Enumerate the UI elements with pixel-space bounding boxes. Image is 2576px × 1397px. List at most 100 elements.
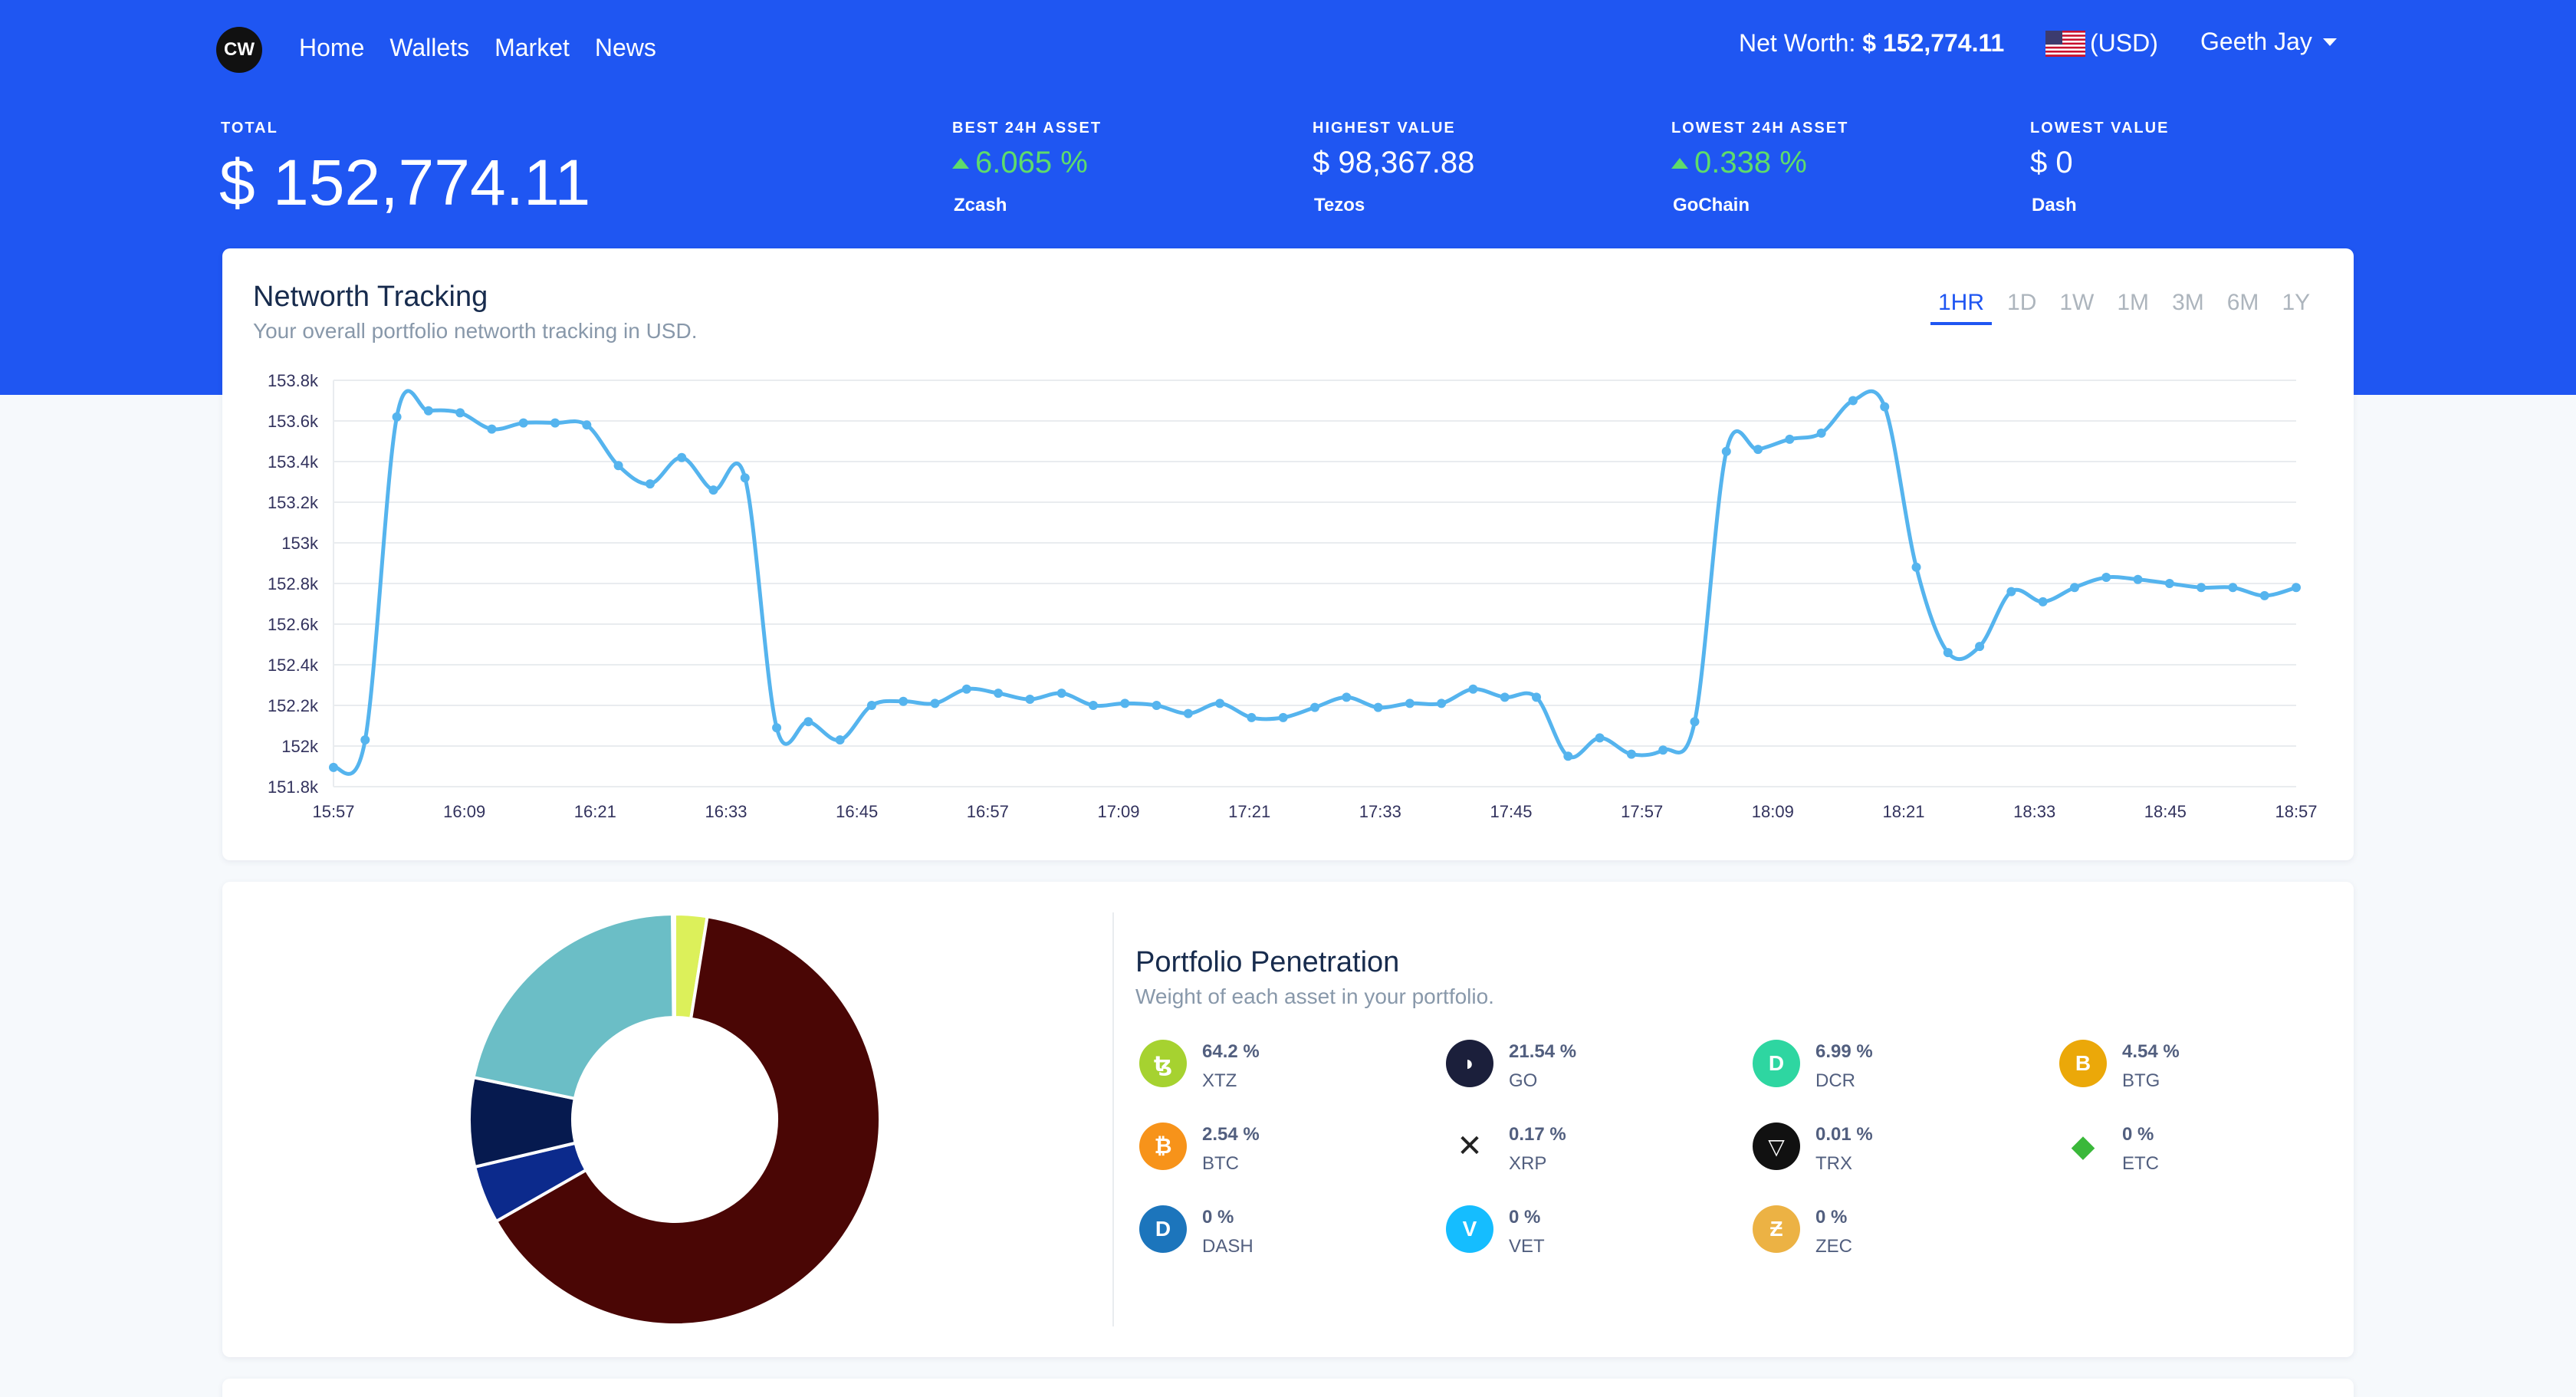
nav-wallets[interactable]: Wallets: [389, 34, 470, 61]
data-point[interactable]: [1975, 642, 1985, 652]
data-point[interactable]: [2069, 583, 2079, 593]
data-point[interactable]: [1563, 751, 1573, 761]
data-point[interactable]: [835, 735, 845, 745]
data-point[interactable]: [613, 461, 623, 471]
data-point[interactable]: [2006, 587, 2016, 597]
data-point[interactable]: [1437, 698, 1447, 708]
data-point[interactable]: [455, 408, 465, 418]
arrow-up-icon: [1671, 157, 1688, 169]
tab-1w[interactable]: 1W: [2059, 290, 2095, 315]
data-point[interactable]: [930, 698, 940, 708]
data-point[interactable]: [518, 418, 528, 428]
asset-item-btg[interactable]: B 4.54 % BTG: [2059, 1040, 2366, 1109]
y-tick-label: 151.8k: [268, 777, 319, 797]
data-point[interactable]: [2101, 573, 2111, 583]
data-point[interactable]: [1342, 692, 1352, 702]
tab-3m[interactable]: 3M: [2172, 290, 2204, 315]
asset-item-trx[interactable]: ▽ 0.01 % TRX: [1753, 1123, 2059, 1192]
tab-6m[interactable]: 6M: [2226, 290, 2259, 315]
asset-item-go[interactable]: ◗ 21.54 % GO: [1446, 1040, 1753, 1109]
data-point[interactable]: [1056, 689, 1066, 698]
data-point[interactable]: [1405, 698, 1414, 708]
data-point[interactable]: [961, 684, 971, 694]
asset-item-xrp[interactable]: ✕ 0.17 % XRP: [1446, 1123, 1753, 1192]
data-point[interactable]: [1310, 702, 1319, 712]
data-point[interactable]: [2164, 579, 2174, 588]
data-point[interactable]: [2228, 583, 2238, 593]
data-point[interactable]: [803, 717, 813, 727]
data-point[interactable]: [392, 412, 402, 422]
data-point[interactable]: [1721, 446, 1731, 456]
data-point[interactable]: [1816, 428, 1826, 438]
data-point[interactable]: [899, 696, 909, 706]
data-point[interactable]: [1911, 562, 1921, 572]
data-point[interactable]: [1152, 701, 1162, 710]
tab-1hr[interactable]: 1HR: [1930, 285, 1993, 325]
data-point[interactable]: [1753, 445, 1763, 455]
data-point[interactable]: [360, 735, 370, 745]
data-point[interactable]: [1690, 717, 1700, 727]
data-point[interactable]: [550, 418, 560, 428]
data-point[interactable]: [1943, 648, 1953, 658]
data-point[interactable]: [1500, 692, 1510, 702]
data-point[interactable]: [2038, 597, 2048, 606]
data-point[interactable]: [1785, 434, 1795, 444]
asset-item-dash[interactable]: D 0 % DASH: [1139, 1205, 1446, 1274]
data-point[interactable]: [740, 473, 750, 483]
data-point[interactable]: [1468, 684, 1478, 694]
logo[interactable]: CW: [216, 27, 262, 73]
data-point[interactable]: [1373, 702, 1383, 712]
nav-market[interactable]: Market: [495, 34, 570, 61]
data-point[interactable]: [772, 723, 782, 733]
tab-1y[interactable]: 1Y: [2282, 290, 2311, 315]
data-point[interactable]: [1532, 692, 1542, 702]
nav-home[interactable]: Home: [299, 34, 365, 61]
networth-line-chart[interactable]: 151.8k 152k 152.2k 152.4k 152.6k 152.8k 153k 15…: [230, 360, 2331, 836]
bitcoin-icon: ₿: [1139, 1123, 1187, 1170]
data-point[interactable]: [708, 485, 718, 495]
data-point[interactable]: [487, 424, 497, 434]
data-point[interactable]: [1183, 708, 1193, 718]
user-menu[interactable]: Geeth Jay: [2200, 28, 2337, 56]
nav-news[interactable]: News: [594, 34, 656, 61]
currency-label: (USD): [2090, 29, 2158, 57]
y-tick-label: 153.8k: [268, 371, 319, 390]
asset-item-zec[interactable]: Ƶ 0 % ZEC: [1753, 1205, 2059, 1274]
data-point[interactable]: [1880, 402, 1890, 412]
data-point[interactable]: [582, 420, 592, 430]
asset-item-etc[interactable]: ◆ 0 % ETC: [2059, 1123, 2366, 1192]
data-point[interactable]: [1278, 712, 1288, 722]
zcash-icon: Ƶ: [1753, 1205, 1800, 1253]
currency-selector[interactable]: (USD): [2045, 29, 2158, 58]
data-point[interactable]: [1848, 396, 1858, 406]
asset-item-xtz[interactable]: ꜩ 64.2 % XTZ: [1139, 1040, 1446, 1109]
data-point[interactable]: [2196, 583, 2206, 593]
asset-item-btc[interactable]: ₿ 2.54 % BTC: [1139, 1123, 1446, 1192]
data-point[interactable]: [1658, 745, 1668, 755]
data-point[interactable]: [645, 479, 655, 489]
data-point[interactable]: [866, 701, 876, 710]
data-point[interactable]: [2292, 583, 2301, 593]
donut-slice-xtz[interactable]: [494, 915, 882, 1326]
y-tick-label: 152k: [281, 737, 319, 756]
tab-1d[interactable]: 1D: [2007, 290, 2037, 315]
data-point[interactable]: [677, 452, 687, 462]
data-point[interactable]: [2259, 590, 2269, 600]
data-point[interactable]: [1088, 701, 1098, 710]
data-point[interactable]: [1120, 698, 1130, 708]
data-point[interactable]: [1215, 698, 1225, 708]
data-point[interactable]: [1626, 749, 1636, 759]
data-point[interactable]: [423, 406, 433, 416]
tab-1m[interactable]: 1M: [2117, 290, 2150, 315]
data-point[interactable]: [1595, 733, 1605, 743]
total-label: TOTAL: [221, 120, 278, 136]
data-point[interactable]: [329, 762, 338, 772]
portfolio-donut-chart[interactable]: [460, 905, 889, 1334]
data-point[interactable]: [1025, 695, 1035, 705]
asset-item-vet[interactable]: V 0 % VET: [1446, 1205, 1753, 1274]
data-point[interactable]: [1247, 712, 1257, 722]
data-point[interactable]: [994, 689, 1004, 698]
donut-slice-go[interactable]: [472, 912, 675, 1101]
data-point[interactable]: [2133, 574, 2143, 584]
asset-item-dcr[interactable]: D 6.99 % DCR: [1753, 1040, 2059, 1109]
